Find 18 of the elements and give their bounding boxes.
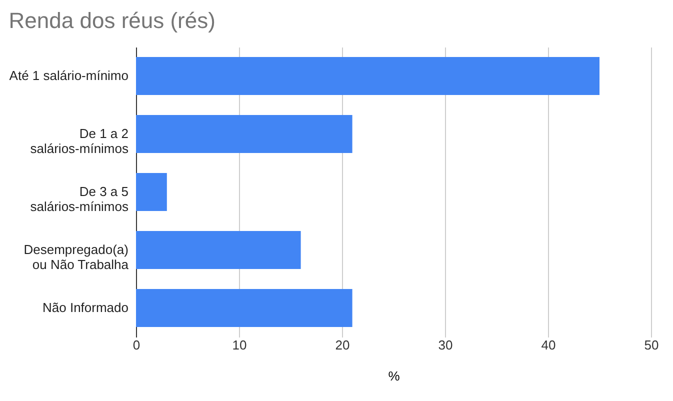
y-tick-label: Até 1 salário-mínimo <box>9 68 128 83</box>
x-tick-label: 50 <box>644 338 659 352</box>
bar <box>136 231 301 269</box>
x-tick-label: 20 <box>335 338 350 352</box>
x-axis-title: % <box>388 368 400 384</box>
x-tick-label: 10 <box>232 338 247 352</box>
bar <box>136 115 352 153</box>
x-tick-label: 30 <box>438 338 453 352</box>
y-tick-label: Desempregado(a) ou Não Trabalha <box>24 242 130 272</box>
bar <box>136 173 167 211</box>
y-tick-label: Não Informado <box>42 300 128 315</box>
bar <box>136 57 600 95</box>
x-tick-label: 40 <box>541 338 556 352</box>
bar <box>136 289 352 327</box>
y-tick-label: De 3 a 5 salários-mínimos <box>30 184 129 214</box>
y-tick-label: De 1 a 2 salários-mínimos <box>30 126 129 156</box>
x-tick-label: 0 <box>132 338 140 352</box>
chart-title: Renda dos réus (rés) <box>8 8 216 33</box>
